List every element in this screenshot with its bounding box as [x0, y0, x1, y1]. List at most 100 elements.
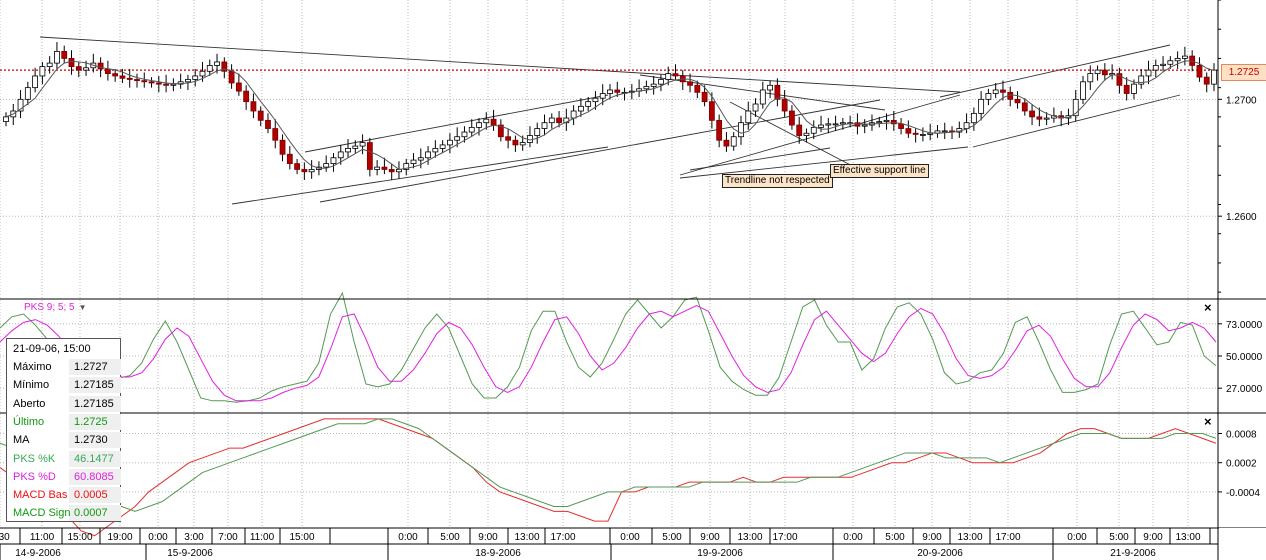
time-label: 0:00: [148, 532, 168, 543]
price-frame: [0, 0, 1266, 298]
candle-body: [192, 75, 199, 80]
candle-body: [170, 83, 177, 86]
candle-body: [490, 118, 497, 126]
candle-body: [1029, 110, 1035, 118]
series-line-macd-sign: [0, 418, 1217, 512]
time-label: 13:00: [514, 532, 539, 543]
info-value: 1.2725: [74, 415, 108, 428]
candle-body: [24, 87, 31, 100]
candle-body: [3, 116, 9, 122]
date-label: 14-9-2006: [15, 548, 61, 559]
moving-average-line: [5, 60, 1215, 170]
candle-body: [374, 166, 381, 170]
chevron-down-icon[interactable]: ▼: [78, 303, 87, 312]
candle-body: [134, 79, 140, 82]
price-tick-label: 1.2600: [1226, 212, 1257, 223]
time-label: 9:00: [922, 532, 942, 543]
candle-body: [68, 58, 75, 68]
candle-body: [155, 82, 162, 85]
candle-body: [388, 169, 395, 173]
candle-body: [607, 89, 613, 94]
info-datetime: 21-09-06, 15:00: [13, 343, 91, 355]
candle-body: [839, 122, 846, 125]
candle-body: [425, 151, 431, 159]
stochastic-indicator-label[interactable]: PKS 9; 5; 5 ▼: [24, 302, 87, 313]
candle-body: [992, 89, 999, 94]
trendline: [39, 36, 641, 74]
candle-body: [257, 110, 264, 121]
candle-body: [701, 91, 708, 103]
stochastic-pane: [0, 291, 1217, 403]
info-value: 0.0007: [74, 507, 108, 520]
time-label: 5:00: [1109, 532, 1129, 543]
info-value: 0.0005: [74, 489, 108, 502]
candle-body: [599, 93, 606, 99]
date-label: 20-9-2006: [917, 548, 963, 559]
time-label: 17:00: [772, 532, 797, 543]
info-value-cell: [69, 487, 121, 504]
candle-body: [1123, 84, 1130, 94]
candle-body: [1021, 102, 1028, 112]
candle-body: [759, 89, 766, 105]
info-value-cell: [69, 432, 121, 449]
info-label: Máximo: [13, 361, 52, 373]
candle-body: [483, 118, 490, 124]
candle-body: [1072, 98, 1079, 117]
time-label: 11:00: [30, 532, 55, 543]
candle-body: [17, 98, 24, 112]
candle-body: [185, 79, 191, 83]
candle-body: [447, 139, 453, 146]
close-stochastic-pane-icon[interactable]: ×: [1204, 300, 1212, 315]
candle-body: [767, 84, 773, 91]
candle-body: [912, 132, 919, 135]
time-label: 5:00: [662, 532, 682, 543]
candle-body: [730, 136, 737, 147]
candle-body: [585, 101, 592, 107]
candle-body: [61, 51, 68, 59]
info-label: MA: [13, 434, 30, 447]
candle-body: [745, 110, 752, 124]
candle-body: [32, 75, 39, 89]
candle-body: [570, 110, 577, 119]
time-label: 9:00: [1143, 532, 1163, 543]
candle-body: [781, 98, 788, 112]
candle-body: [432, 148, 439, 153]
candle-body: [650, 83, 657, 87]
candle-body: [592, 97, 599, 103]
series-line-pks-k: [0, 291, 1217, 403]
info-label: PKS %K: [13, 452, 56, 465]
candle-body: [643, 86, 650, 90]
candle-body: [505, 136, 512, 141]
close-macd-pane-icon[interactable]: ×: [1204, 414, 1212, 429]
candle-body: [752, 103, 759, 112]
candle-body: [301, 169, 308, 173]
time-label: 13:00: [1175, 532, 1200, 543]
candle-body: [279, 139, 286, 155]
candle-body: [352, 145, 359, 149]
macd-tick-label: -0.0004: [1226, 488, 1260, 499]
data-info-box: 21-09-06, 15:00 Máximo 1.2727 Mínimo 1.2718…: [6, 338, 121, 522]
candle-body: [1036, 116, 1043, 120]
trendline: [972, 94, 1181, 148]
candle-body: [810, 126, 817, 134]
grid-lines: [0, 0, 1218, 528]
candle-body: [854, 122, 861, 127]
annotation-trendline-not-respected: Trendline not respected: [722, 174, 833, 188]
trendline: [231, 146, 609, 205]
time-label: 11:00: [250, 532, 275, 543]
candle-body: [119, 75, 126, 79]
trendline: [689, 147, 831, 171]
candle-body: [1211, 69, 1217, 85]
candle-body: [308, 169, 315, 173]
candle-body: [818, 124, 824, 128]
candle-body: [468, 126, 475, 133]
candle-body: [286, 153, 293, 165]
candle-body: [898, 123, 904, 129]
candle-body: [417, 157, 424, 161]
candle-body: [410, 159, 417, 165]
candle-body: [1043, 117, 1050, 120]
candle-body: [1080, 81, 1086, 100]
time-label: 3:00: [184, 532, 204, 543]
